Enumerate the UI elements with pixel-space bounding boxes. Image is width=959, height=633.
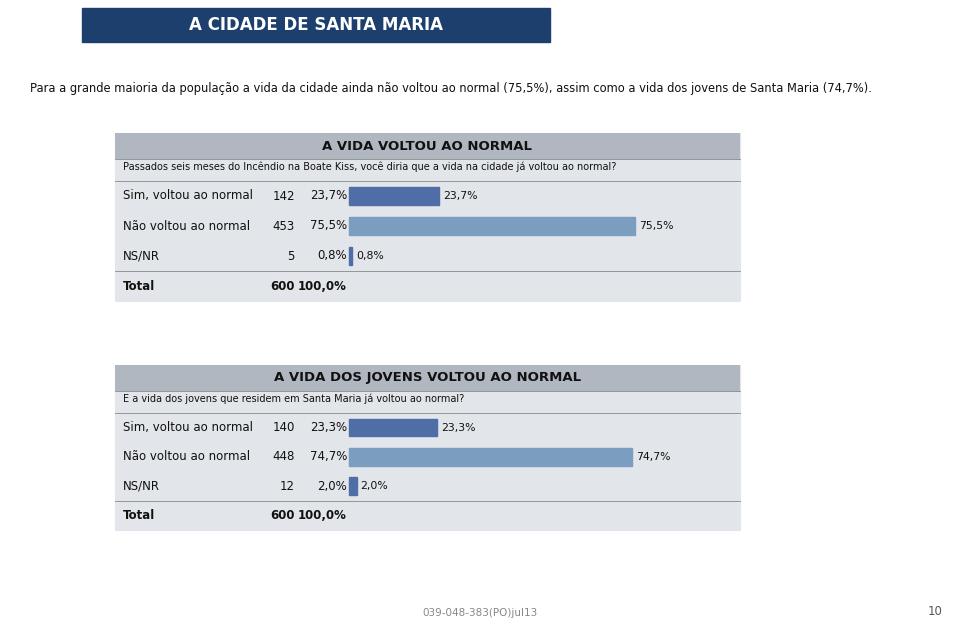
- Text: 23,3%: 23,3%: [310, 421, 347, 434]
- Text: Sim, voltou ao normal: Sim, voltou ao normal: [123, 421, 253, 434]
- Bar: [349, 217, 635, 235]
- Text: 74,7%: 74,7%: [310, 450, 347, 463]
- Bar: [82, 8, 550, 42]
- Text: 75,5%: 75,5%: [310, 220, 347, 232]
- Text: 142: 142: [272, 189, 295, 203]
- Text: 23,7%: 23,7%: [310, 189, 347, 203]
- Bar: [115, 365, 740, 391]
- Text: Total: Total: [123, 509, 155, 522]
- Text: 10: 10: [927, 605, 943, 618]
- Bar: [349, 187, 439, 205]
- Text: 448: 448: [272, 450, 295, 463]
- Text: Para a grande maioria da população a vida da cidade ainda não voltou ao normal (: Para a grande maioria da população a vid…: [30, 82, 872, 95]
- Text: 5: 5: [288, 249, 295, 263]
- Text: 0,8%: 0,8%: [356, 251, 384, 261]
- Text: 23,7%: 23,7%: [443, 191, 478, 201]
- Text: Não voltou ao normal: Não voltou ao normal: [123, 220, 250, 232]
- Text: 140: 140: [272, 421, 295, 434]
- Text: 453: 453: [272, 220, 295, 232]
- Text: Passados seis meses do Incêndio na Boate Kiss, você diria que a vida na cidade j: Passados seis meses do Incêndio na Boate…: [123, 162, 617, 173]
- Text: A CIDADE DE SANTA MARIA: A CIDADE DE SANTA MARIA: [189, 16, 443, 34]
- Text: 23,3%: 23,3%: [441, 423, 476, 432]
- Bar: [349, 247, 352, 265]
- Bar: [349, 448, 632, 466]
- Bar: [349, 477, 357, 495]
- Text: 100,0%: 100,0%: [298, 280, 347, 292]
- Text: A VIDA DOS JOVENS VOLTOU AO NORMAL: A VIDA DOS JOVENS VOLTOU AO NORMAL: [274, 372, 581, 384]
- Text: 2,0%: 2,0%: [361, 481, 388, 491]
- Text: 75,5%: 75,5%: [639, 221, 673, 231]
- Text: 600: 600: [270, 280, 295, 292]
- Text: 100,0%: 100,0%: [298, 509, 347, 522]
- Text: 600: 600: [270, 509, 295, 522]
- Text: 12: 12: [280, 480, 295, 492]
- Text: Total: Total: [123, 280, 155, 292]
- Text: Sim, voltou ao normal: Sim, voltou ao normal: [123, 189, 253, 203]
- Text: 039-048-383(PO)jul13: 039-048-383(PO)jul13: [422, 608, 538, 618]
- Bar: [115, 365, 740, 530]
- Text: 0,8%: 0,8%: [317, 249, 347, 263]
- Text: Não voltou ao normal: Não voltou ao normal: [123, 450, 250, 463]
- Text: A VIDA VOLTOU AO NORMAL: A VIDA VOLTOU AO NORMAL: [322, 139, 532, 153]
- Bar: [349, 419, 437, 436]
- Bar: [115, 133, 740, 159]
- Text: 2,0%: 2,0%: [317, 480, 347, 492]
- Text: NS/NR: NS/NR: [123, 249, 160, 263]
- Text: 74,7%: 74,7%: [636, 452, 670, 462]
- Text: NS/NR: NS/NR: [123, 480, 160, 492]
- Bar: [115, 133, 740, 301]
- Text: E a vida dos jovens que residem em Santa Maria já voltou ao normal?: E a vida dos jovens que residem em Santa…: [123, 394, 464, 404]
